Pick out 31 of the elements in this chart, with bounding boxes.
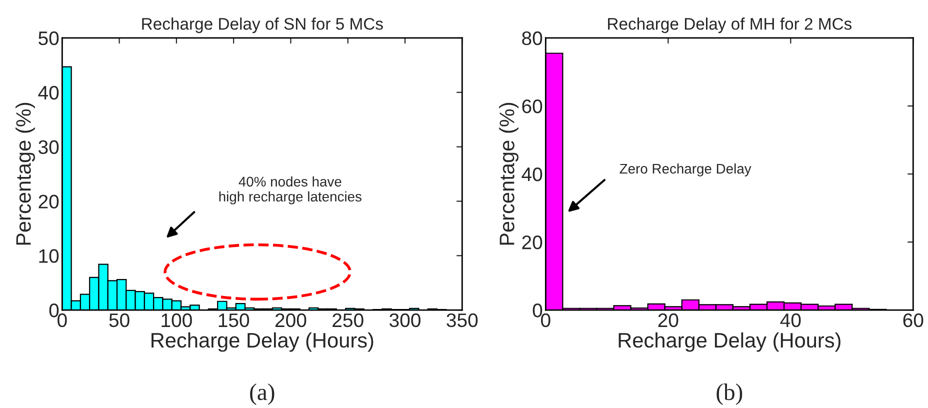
text: (a) <box>250 384 274 405</box>
annotation: 40% nodes have high recharge latencies <box>219 176 362 204</box>
y-tick-label: 60 <box>522 99 542 114</box>
chart-title: Recharge Delay of SN for 5 MCs <box>142 18 383 34</box>
chart-title: Recharge Delay of MH for 2 MCs <box>608 18 852 34</box>
y-tick-label: 50 <box>38 31 59 46</box>
x-tick-label: 350 <box>446 313 478 328</box>
x-axis-title: Recharge Delay (Hours) <box>618 332 840 352</box>
x-tick-label: 100 <box>162 313 192 328</box>
text: (b) <box>716 384 742 405</box>
annotation: Zero Recharge Delay <box>620 163 752 176</box>
y-tick-label: 10 <box>39 249 59 263</box>
y-axis-title: Percentage (%) <box>16 102 35 245</box>
x-axis-title: Recharge Delay (Hours) <box>152 332 374 352</box>
x-tick-label: 60 <box>903 313 924 328</box>
x-tick-label: 200 <box>275 313 306 328</box>
y-tick-label: 40 <box>38 86 59 100</box>
x-tick-label: 250 <box>332 313 364 328</box>
x-tick-label: 300 <box>390 313 420 328</box>
y-tick-label: 40 <box>522 167 542 182</box>
y-tick-label: 80 <box>522 31 542 46</box>
x-tick-label: 150 <box>218 313 250 328</box>
y-tick-label: 0 <box>49 304 59 318</box>
y-tick-label: 30 <box>38 140 59 154</box>
y-tick-label: 0 <box>532 304 542 318</box>
y-axis-title: Percentage (%) <box>499 102 518 245</box>
y-tick-label: 20 <box>38 194 59 208</box>
y-tick-label: 20 <box>522 236 542 250</box>
x-tick-label: 20 <box>658 313 678 328</box>
x-tick-label: 50 <box>109 313 130 328</box>
x-tick-label: 40 <box>780 313 801 328</box>
